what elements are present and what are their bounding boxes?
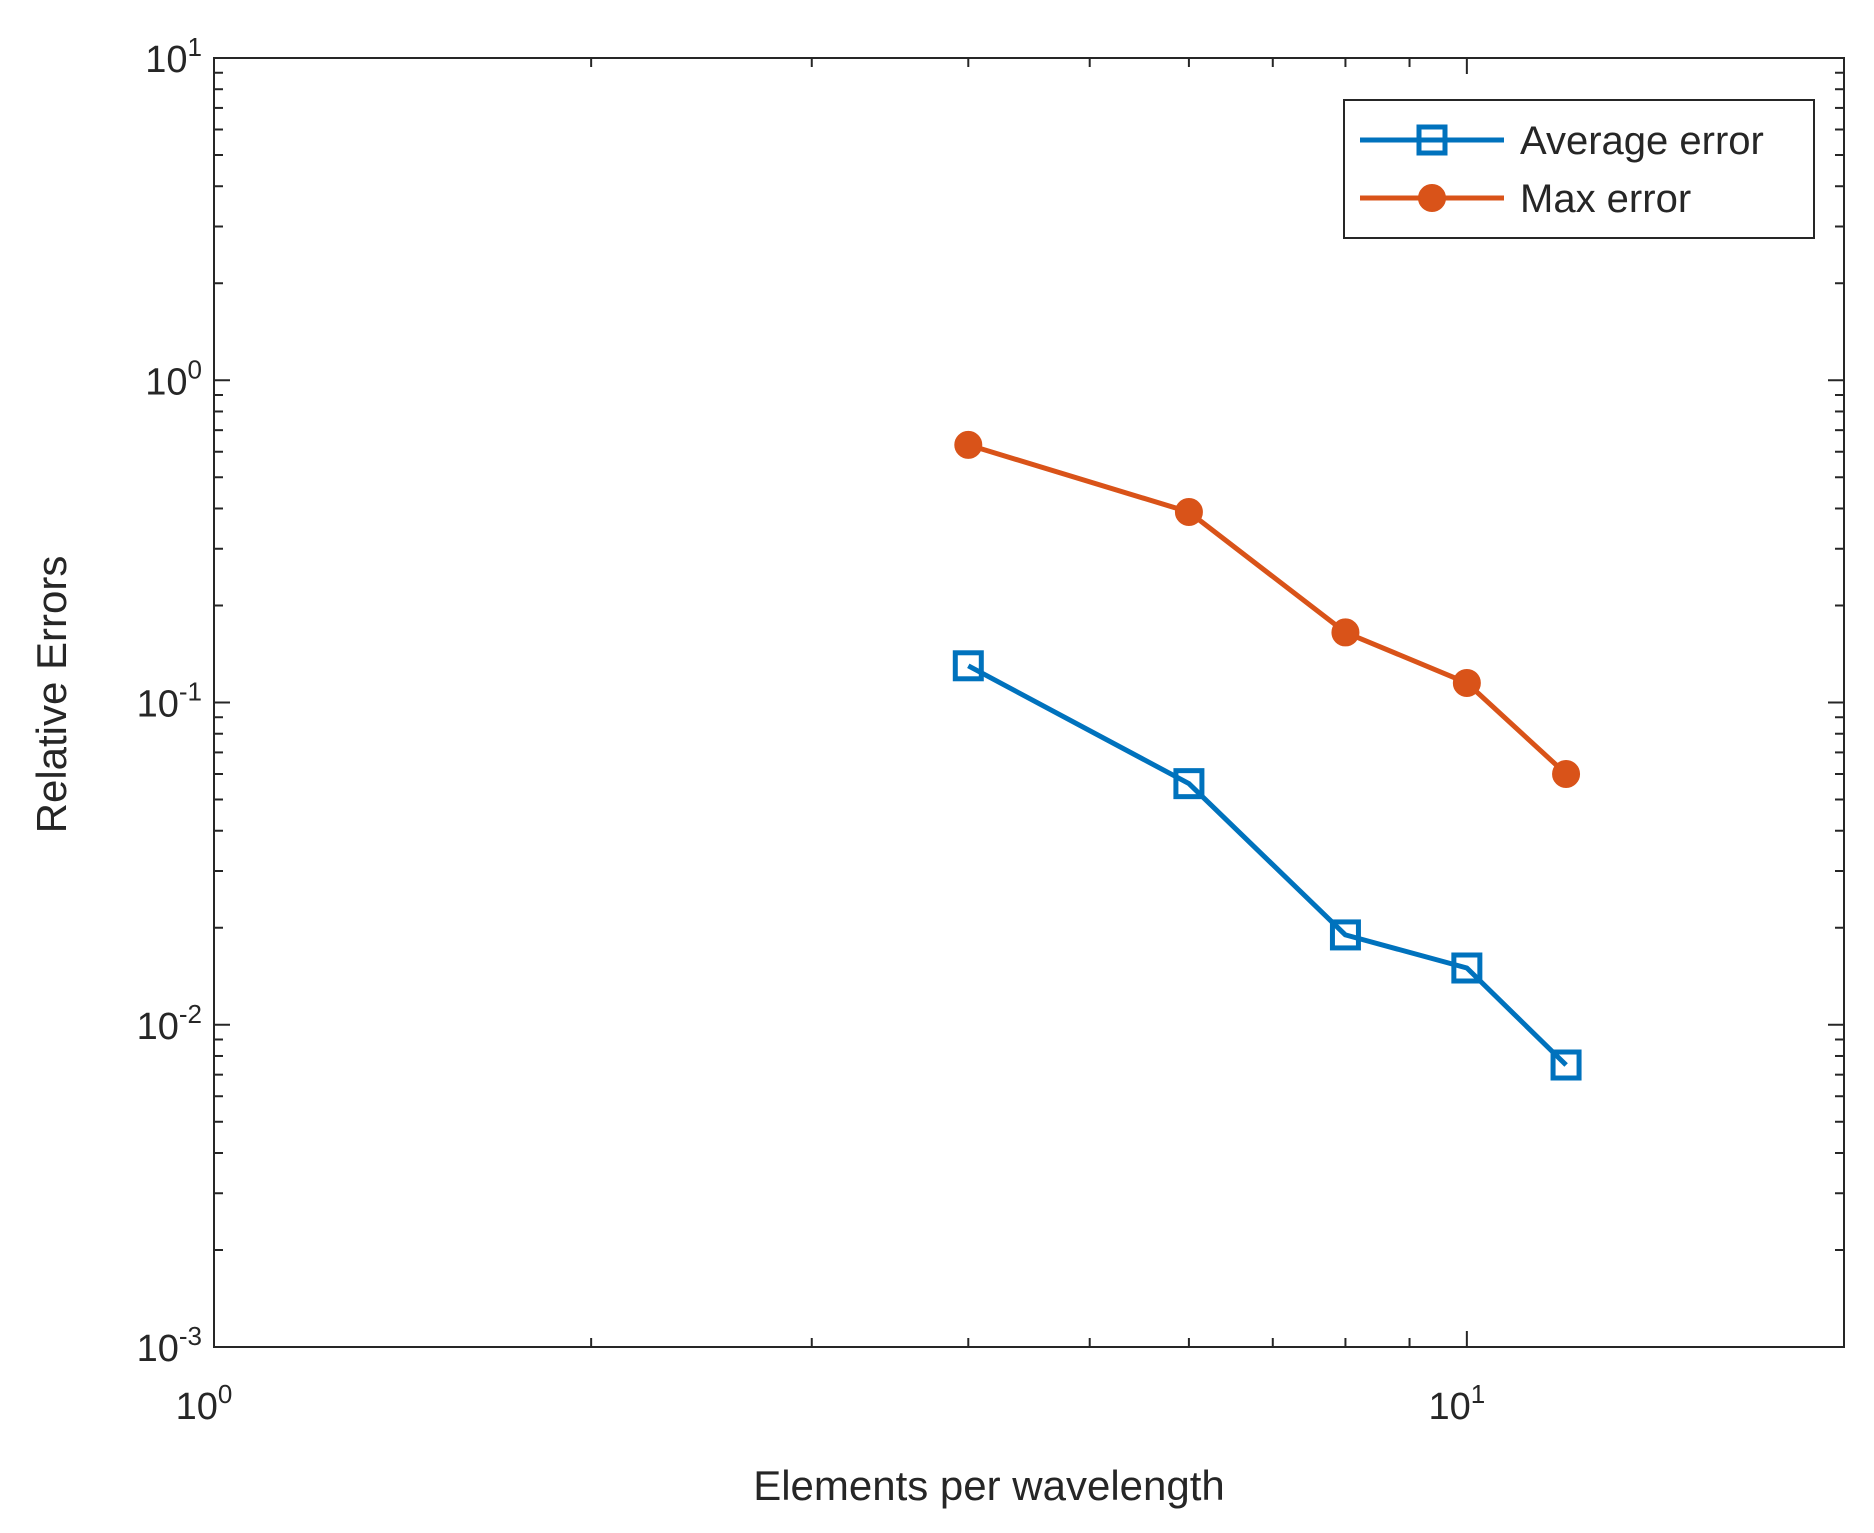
series-layer: [952, 430, 1582, 1081]
series-max-error: [954, 430, 1581, 788]
y-tick-label: 10-3: [137, 1321, 202, 1370]
legend-marker-average-error: [1416, 124, 1448, 156]
minor-ticks: [214, 58, 1844, 1347]
legend-label-max-error: Max error: [1520, 177, 1691, 221]
y-axis-label: Relative Errors: [28, 556, 75, 834]
y-tick-label: 10-1: [137, 677, 202, 726]
legend: Average error Max error: [1343, 99, 1815, 239]
y-tick-label: 10-2: [137, 999, 202, 1048]
average-error-point: [1329, 919, 1361, 951]
max-error-point: [1552, 759, 1581, 788]
series-average-error: [952, 650, 1582, 1081]
average-error-line: [967, 663, 1568, 1067]
legend-marker-max-error: [1418, 184, 1446, 212]
average-error-point: [1173, 768, 1205, 800]
average-error-point: [952, 650, 984, 682]
x-axis-label: Elements per wavelength: [753, 1462, 1225, 1509]
y-tick-label: 101: [145, 32, 202, 81]
max-error-point: [1331, 618, 1360, 647]
average-error-point: [1451, 952, 1483, 984]
average-error-point: [1550, 1049, 1582, 1081]
legend-label-average-error: Average error: [1520, 119, 1764, 163]
axes-box: [213, 57, 1845, 1348]
tick-labels: 100 101 10-3 10-2 10-1 100 101: [137, 32, 1486, 1428]
x-tick-label: 101: [1428, 1379, 1485, 1428]
max-error-point: [1452, 668, 1481, 697]
x-tick-label: 100: [176, 1379, 233, 1428]
max-error-point: [1174, 498, 1203, 527]
max-error-point: [954, 430, 983, 459]
y-tick-label: 100: [145, 354, 202, 403]
plot-area: [214, 58, 1844, 1347]
legend-box: [1343, 99, 1815, 239]
